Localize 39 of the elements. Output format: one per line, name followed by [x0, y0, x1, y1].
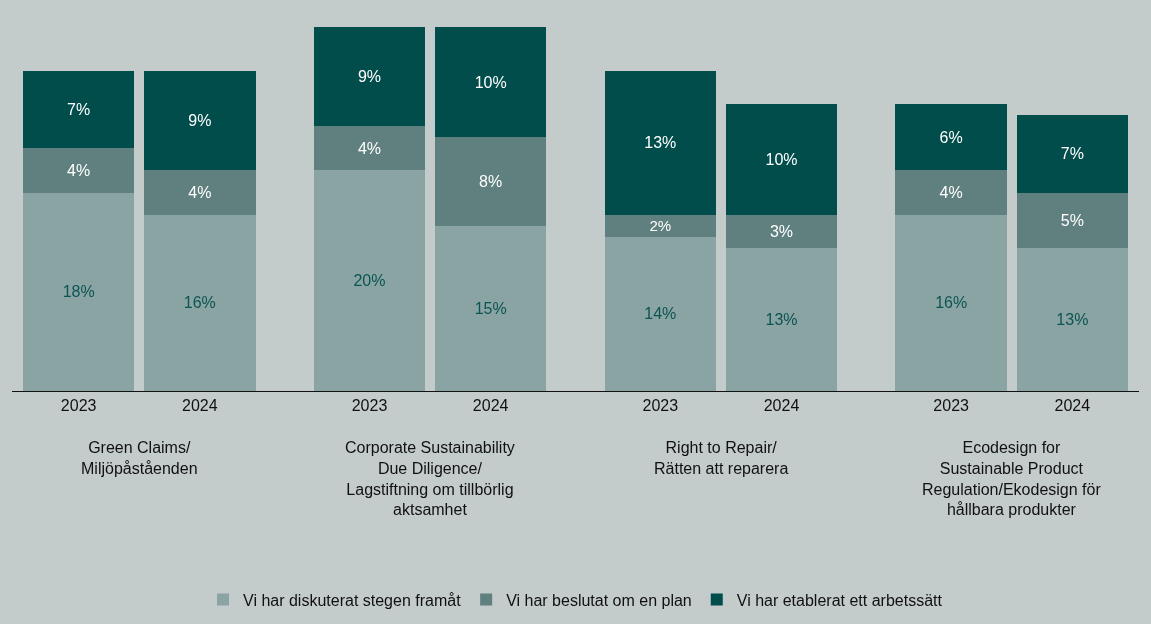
- text: Ecodesign for Sustainable Product Regulation/Ekodesign för hållbara produkter: [922, 439, 1102, 519]
- data-label: 4%: [188, 184, 212, 202]
- data-label: 16%: [183, 294, 216, 312]
- data-label: 4%: [357, 139, 382, 157]
- data-label: 7%: [1060, 145, 1084, 163]
- data-label: 16%: [935, 294, 968, 312]
- legend-label: Vi har etablerat ett arbetssätt: [736, 591, 943, 609]
- data-label: 4%: [939, 184, 963, 202]
- x-tick-label: 2024: [763, 397, 800, 415]
- text: Green Claims/ Miljöpåståenden: [81, 439, 198, 477]
- legend-label: Vi har beslutat om en plan: [506, 591, 692, 609]
- data-label: 20%: [353, 272, 386, 290]
- data-label: 8%: [479, 173, 503, 191]
- text: Right to Repair/ Rätten att reparera: [654, 439, 789, 477]
- x-tick-label: 2023: [351, 397, 388, 415]
- data-label: 10%: [474, 73, 507, 91]
- data-label: 13%: [644, 134, 677, 152]
- data-label: 14%: [644, 305, 677, 323]
- data-label: 18%: [62, 283, 95, 301]
- data-label: 9%: [357, 68, 382, 86]
- text: Corporate Sustainability Due Diligence/ Lagstiftning om tillbörlig aktsamhet: [345, 439, 515, 519]
- x-tick-label: 2024: [1054, 397, 1091, 415]
- data-label: 9%: [188, 112, 212, 130]
- data-label: 4%: [67, 161, 91, 179]
- data-label: 7%: [67, 101, 91, 119]
- data-label: 13%: [765, 310, 798, 328]
- data-label: 10%: [765, 150, 798, 168]
- data-label: 5%: [1060, 211, 1084, 229]
- data-label: 6%: [939, 128, 963, 146]
- x-tick-label: 2023: [60, 397, 97, 415]
- data-label: 13%: [1056, 310, 1089, 328]
- data-label: 3%: [769, 222, 794, 240]
- x-tick-label: 2023: [642, 397, 679, 415]
- x-tick-label: 2024: [472, 397, 509, 415]
- x-tick-label: 2024: [182, 397, 218, 415]
- data-label: 15%: [474, 299, 507, 317]
- x-tick-label: 2023: [933, 397, 970, 415]
- legend-label: Vi har diskuterat stegen framåt: [243, 591, 462, 609]
- data-label: 2%: [649, 216, 672, 234]
